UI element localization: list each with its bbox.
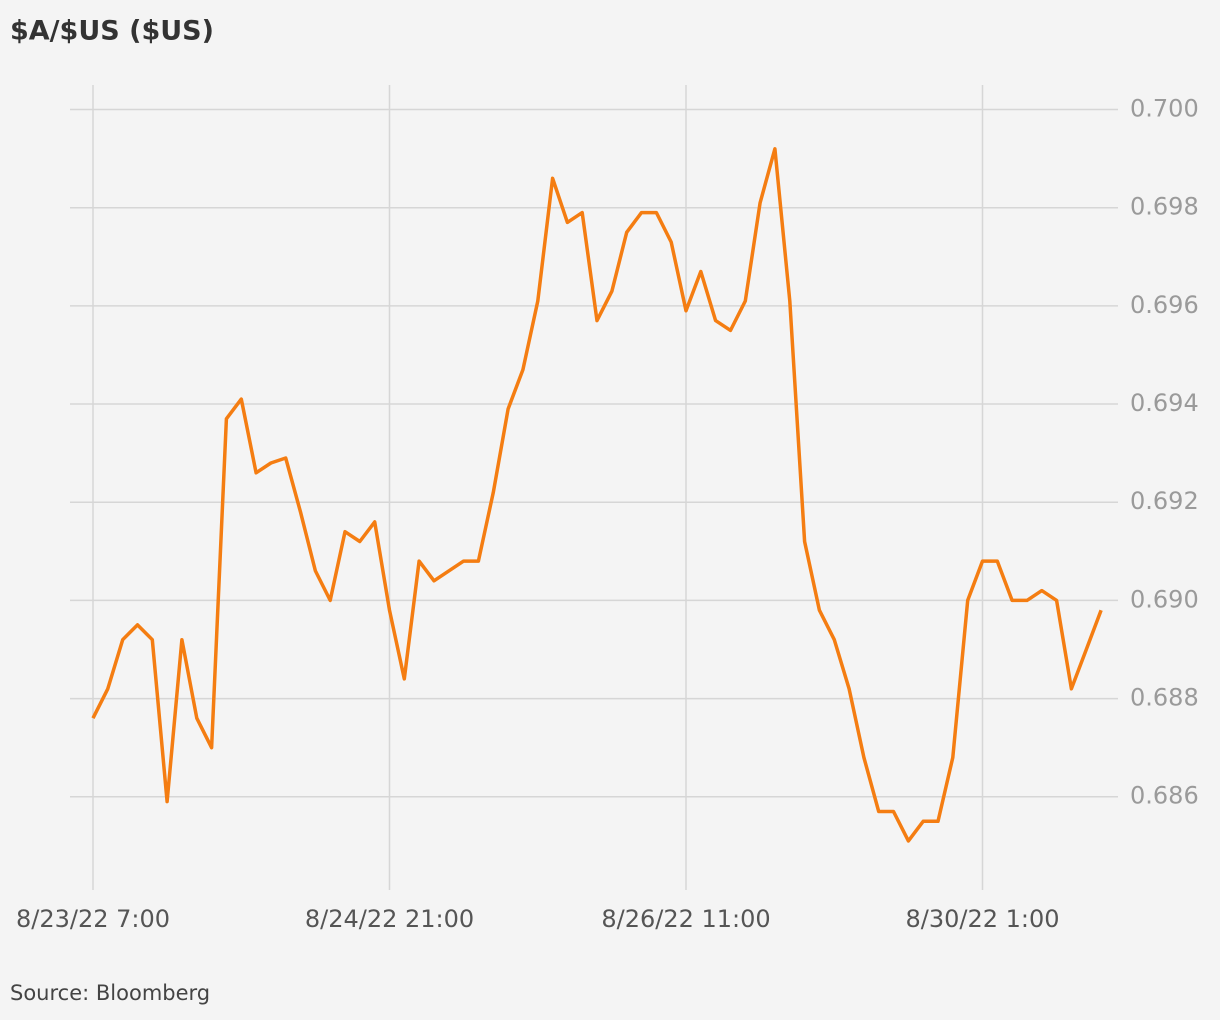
x-tick-label: 8/23/22 7:00 [16, 905, 170, 933]
x-tick-label: 8/30/22 1:00 [905, 905, 1059, 933]
x-tick-label: 8/24/22 21:00 [305, 905, 474, 933]
y-tick-label: 0.690 [1130, 585, 1199, 613]
y-tick-label: 0.700 [1130, 95, 1199, 123]
y-tick-label: 0.694 [1130, 389, 1199, 417]
chart-title: $A/$US ($US) [10, 16, 214, 47]
y-tick-label: 0.696 [1130, 291, 1199, 319]
x-tick-label: 8/26/22 11:00 [601, 905, 770, 933]
y-tick-label: 0.698 [1130, 193, 1199, 221]
plot [91, 147, 1103, 843]
source: Source: Bloomberg [10, 981, 210, 1005]
y-tick-label: 0.688 [1130, 684, 1199, 712]
series-line [91, 147, 1103, 843]
grid: 0.686 0.688 0.690 0.692 0.694 0.696 0.698 0.700… [16, 85, 1199, 933]
y-tick-label: 0.692 [1130, 487, 1199, 515]
y-tick-label: 0.686 [1130, 782, 1199, 810]
